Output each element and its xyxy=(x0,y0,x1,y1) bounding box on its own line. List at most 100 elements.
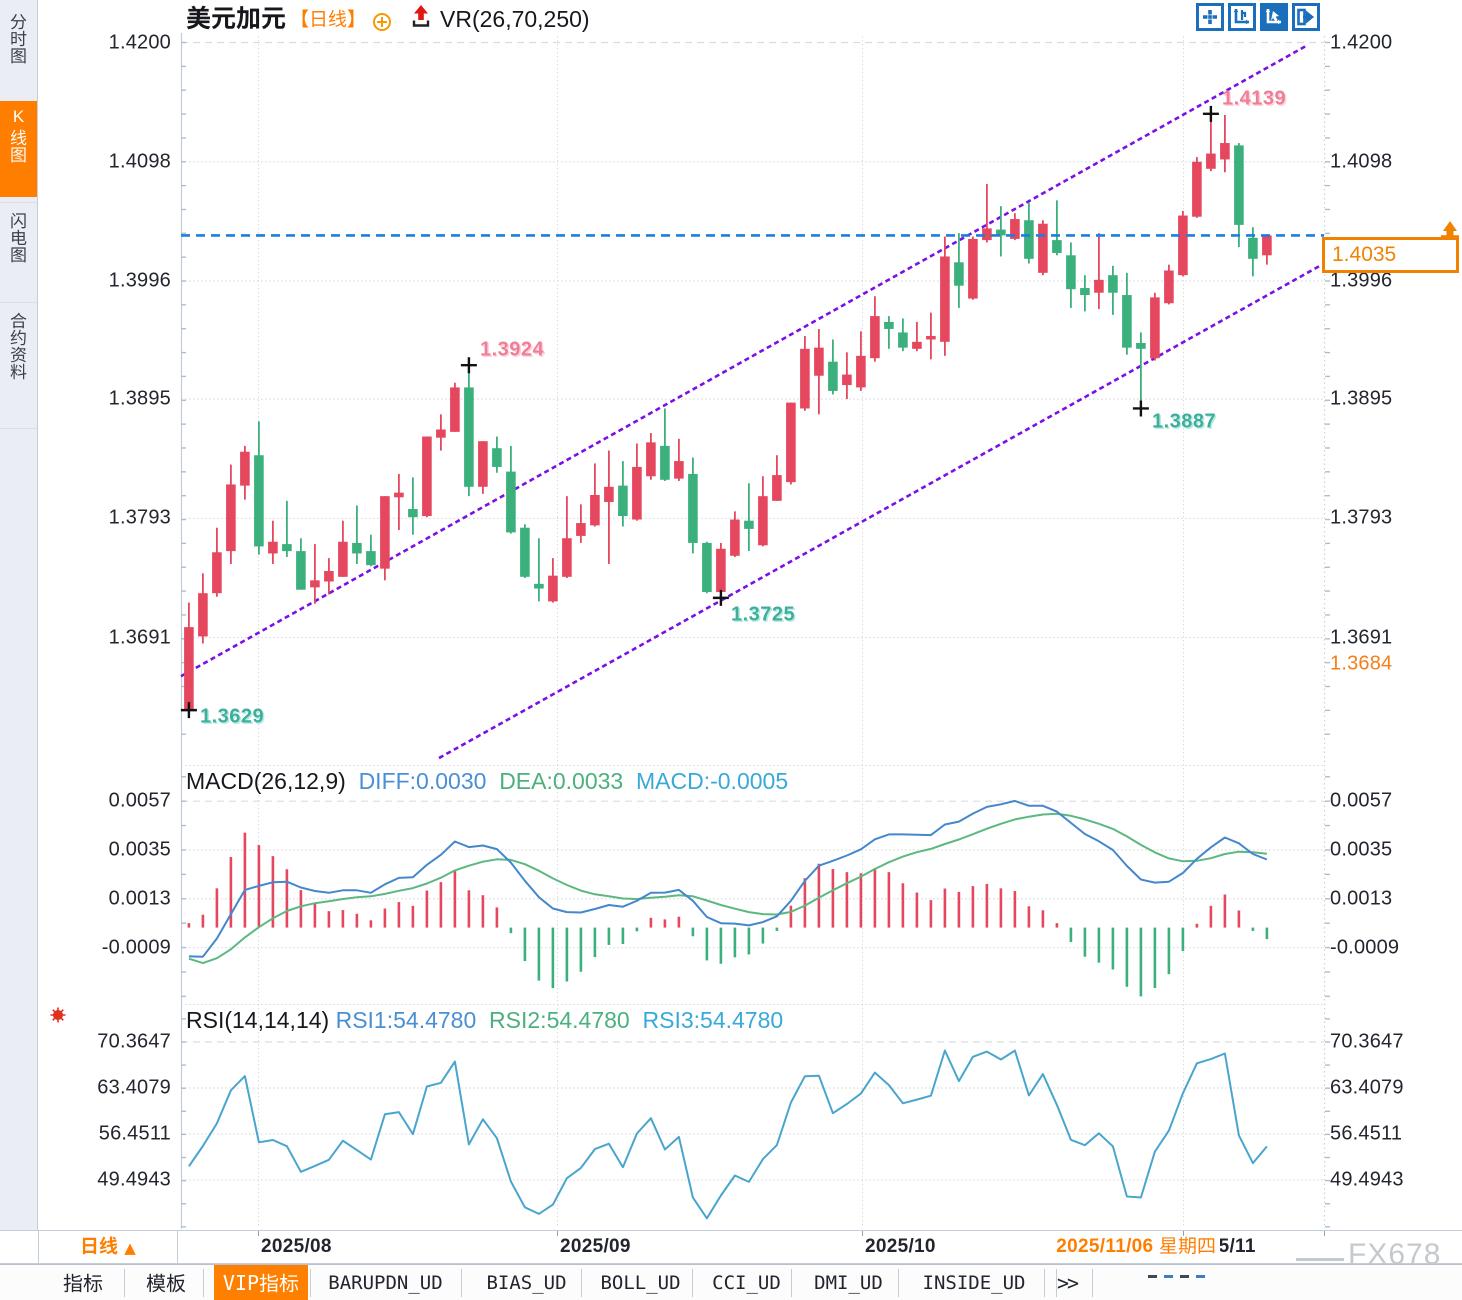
month-label: 2025/08 xyxy=(261,1236,332,1257)
tab-overflow-button[interactable]: >> xyxy=(1057,1270,1079,1295)
tab-cci_ud[interactable]: CCI_UD xyxy=(712,1271,781,1294)
candle-body xyxy=(968,238,978,299)
extreme-cross-marker xyxy=(180,702,197,719)
candle-body xyxy=(954,262,964,286)
candle-body xyxy=(1192,161,1202,217)
spacer xyxy=(486,768,499,794)
sidebar-item-flash-chart[interactable] xyxy=(0,209,37,297)
tab-separator xyxy=(124,1269,125,1297)
price-axis-label-left: 1.3895 xyxy=(108,387,171,410)
circle-plus-icon[interactable] xyxy=(372,12,392,32)
candle-body xyxy=(226,484,236,552)
candle-body xyxy=(800,348,810,409)
candle-body xyxy=(268,541,278,554)
candle-body xyxy=(632,466,642,520)
candle-body xyxy=(422,436,432,517)
rsi-axis-label-right: 70.3647 xyxy=(1330,1030,1404,1053)
candle-body xyxy=(1262,235,1272,256)
tab-vip[interactable]: VIP xyxy=(214,1265,308,1300)
tab-barupdn_ud[interactable]: BARUPDN_UD xyxy=(328,1271,443,1294)
candle-body xyxy=(996,229,1006,236)
rsi-line xyxy=(188,1049,1268,1220)
candle-body xyxy=(758,496,768,546)
rsi2-value: RSI2:54.4780 xyxy=(489,1007,630,1033)
rsi-axis-label-right: 63.4079 xyxy=(1330,1076,1404,1099)
sidebar-separator xyxy=(0,428,37,429)
tab-bias_ud[interactable]: BIAS_UD xyxy=(486,1271,567,1294)
candle-body xyxy=(352,542,362,554)
candle-body xyxy=(912,341,922,349)
candle-body xyxy=(562,538,572,577)
macd-axis-label-right: -0.0009 xyxy=(1330,936,1400,959)
macd-axis-label-right: 0.0013 xyxy=(1330,887,1393,910)
candle-body xyxy=(646,442,656,477)
sidebar-separator xyxy=(0,202,37,203)
period-arrow-icon: ▲ xyxy=(124,1238,136,1257)
sidebar-item-time-chart[interactable] xyxy=(0,10,37,98)
candle-body xyxy=(940,256,950,342)
tab-separator xyxy=(1044,1269,1045,1297)
month-label: 2025/10 xyxy=(865,1236,936,1257)
rsi-title: RSI(14,14,14) xyxy=(186,1007,330,1033)
candle-body xyxy=(408,509,418,518)
candle-body xyxy=(520,527,530,577)
period-selector[interactable]: ▲ xyxy=(38,1231,178,1264)
rsi-axis-label-left: 70.3647 xyxy=(97,1030,171,1053)
tab-[interactable] xyxy=(46,1265,119,1300)
candle-body xyxy=(1234,145,1244,225)
toolbar-button-shift-right-icon[interactable] xyxy=(1292,3,1320,31)
candle-body xyxy=(926,335,936,340)
red-up-arrow-icon[interactable] xyxy=(409,4,433,30)
macd-axis-label-right: 0.0035 xyxy=(1330,838,1393,861)
price-axis-label-left: 1.3996 xyxy=(108,269,171,292)
toolbar-button-axes-zoom-in-icon[interactable] xyxy=(1228,3,1256,31)
candle-body xyxy=(1150,297,1160,359)
rsi-axis-label-right: 56.4511 xyxy=(1330,1122,1403,1145)
indicator-title: VR(26,70,250) xyxy=(440,6,590,32)
toolbar-button-pan-crosshair-icon[interactable] xyxy=(1196,3,1224,31)
candle-body xyxy=(1010,219,1020,239)
candle-body xyxy=(1164,270,1174,304)
collapsed-tab-dash xyxy=(1196,1275,1205,1278)
candle-body xyxy=(688,473,698,543)
tab-separator xyxy=(898,1269,899,1297)
candle-body xyxy=(1206,153,1216,169)
price-axis-label-right: 1.3996 xyxy=(1330,269,1393,292)
tab-[interactable] xyxy=(129,1265,202,1300)
macd-dea-value: DEA:0.0033 xyxy=(499,768,624,794)
rsi-axis-label-right: 49.4943 xyxy=(1330,1168,1404,1191)
tab-separator xyxy=(310,1269,311,1297)
candle-body xyxy=(464,387,474,487)
tab-separator xyxy=(692,1269,693,1297)
macd-axis-label-left: 0.0013 xyxy=(108,887,171,910)
candle-body xyxy=(590,494,600,526)
candle-body xyxy=(1038,223,1048,273)
candle-body xyxy=(702,542,712,593)
indicator-settings-icon[interactable] xyxy=(48,1005,68,1025)
tab-separator xyxy=(1056,1269,1057,1297)
rsi1-value: RSI1:54.4780 xyxy=(335,1007,477,1033)
price-marker-arrow-icon xyxy=(1441,221,1459,237)
month-tick xyxy=(557,1231,558,1236)
sidebar-item-kline-chart[interactable]: K xyxy=(0,101,37,197)
candle-body xyxy=(786,402,796,483)
tab-inside_ud[interactable]: INSIDE_UD xyxy=(922,1271,1026,1294)
tab-boll_ud[interactable]: BOLL_UD xyxy=(600,1271,681,1294)
spacer xyxy=(630,1007,643,1033)
candle-body xyxy=(604,486,614,503)
candle-body xyxy=(982,228,992,241)
month-tick xyxy=(258,1231,259,1236)
month-tick xyxy=(862,1231,863,1236)
macd-diff-value: DIFF:0.0030 xyxy=(358,768,487,794)
macd-title: MACD(26,12,9) xyxy=(186,768,346,794)
macd-macd-value: MACD:-0.0005 xyxy=(636,768,789,794)
extreme-cross-marker xyxy=(1132,400,1149,417)
candle-body xyxy=(660,445,670,480)
tab-dmi_ud[interactable]: DMI_UD xyxy=(814,1271,883,1294)
candle-body xyxy=(1178,215,1188,276)
toolbar-button-axes-cursor-icon[interactable] xyxy=(1260,3,1288,31)
sidebar-item-contract-info[interactable] xyxy=(0,309,37,423)
tab-separator xyxy=(1092,1269,1093,1297)
candle-body xyxy=(1066,255,1076,290)
